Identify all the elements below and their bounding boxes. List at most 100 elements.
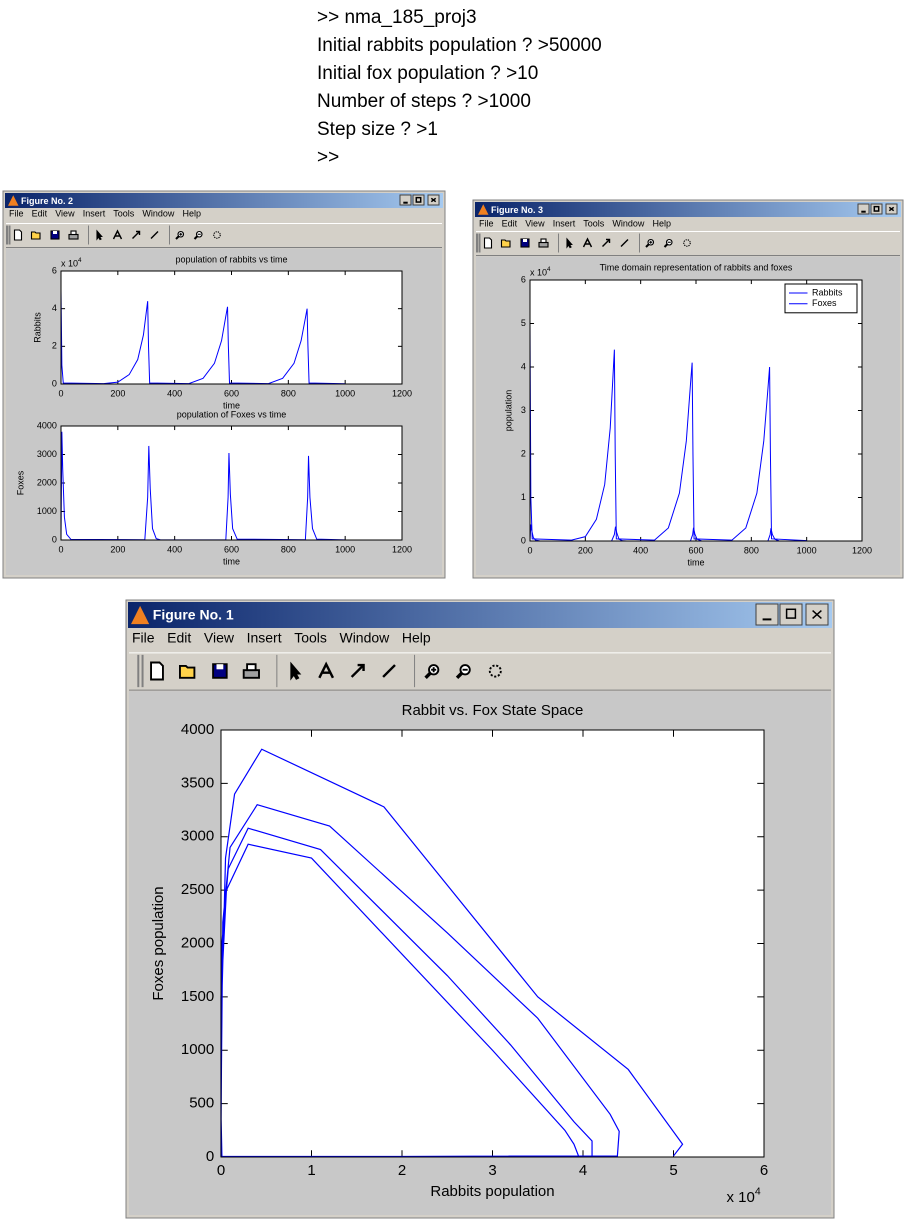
toolbar-icon[interactable] — [53, 231, 57, 234]
y-tick-label: 3000 — [37, 449, 57, 459]
toolbar-icon[interactable] — [136, 230, 141, 236]
toolbar-icon[interactable] — [500, 239, 511, 248]
y-tick-label: 1000 — [181, 1041, 214, 1058]
toolbar-icon[interactable] — [540, 238, 547, 244]
menu-item[interactable]: Insert — [247, 630, 282, 646]
legend-label: Foxes — [812, 298, 837, 308]
toolbar-icon[interactable] — [68, 233, 79, 240]
menu-item[interactable]: Tools — [113, 208, 135, 218]
y-tick-label: 2000 — [181, 934, 214, 951]
exponent-base: x 10 — [530, 268, 547, 278]
toolbar-icon[interactable] — [663, 243, 668, 248]
toolbar-icon[interactable] — [488, 664, 502, 678]
menu-item[interactable]: Edit — [502, 218, 518, 228]
toolbar-icon[interactable] — [70, 230, 77, 236]
menu-item[interactable]: Help — [653, 218, 672, 228]
toolbar-icon[interactable] — [683, 239, 691, 247]
menu-item[interactable]: File — [132, 630, 155, 646]
button-glyph — [888, 206, 895, 212]
toolbar-icon[interactable] — [131, 230, 141, 240]
toolbar-icon[interactable] — [175, 235, 180, 240]
menu-item[interactable]: Tools — [294, 630, 327, 646]
legend-box — [784, 283, 858, 314]
menu-item[interactable]: Help — [402, 630, 431, 646]
toolbar-icon[interactable] — [566, 237, 573, 249]
window-max-button[interactable] — [412, 194, 425, 206]
toolbar-icon[interactable] — [523, 239, 527, 242]
menu-item[interactable]: Insert — [553, 218, 576, 228]
chart-title: Time domain representation of rabbits an… — [600, 262, 793, 272]
x-tick-label: 400 — [167, 388, 182, 398]
x-tick-label: 800 — [744, 545, 759, 555]
menu-item[interactable]: Insert — [83, 208, 106, 218]
legend-label: Rabbits — [812, 287, 843, 297]
window-min-button[interactable] — [857, 203, 870, 215]
x-tick-label: 400 — [633, 545, 648, 555]
menu-item[interactable]: Window — [612, 218, 645, 228]
window-max-button[interactable] — [870, 203, 883, 215]
x-axis-label: time — [223, 556, 240, 566]
toolbar-icon[interactable] — [601, 238, 611, 248]
y-tick-label: 3000 — [181, 828, 214, 845]
toolbar-icon[interactable] — [30, 231, 41, 240]
toolbar-icon[interactable] — [216, 664, 224, 670]
x-tick-label: 0 — [58, 388, 63, 398]
toolbar-icon[interactable] — [112, 229, 123, 240]
toolbar-icon[interactable] — [290, 661, 302, 681]
toolbar-icon[interactable] — [424, 671, 432, 680]
y-tick-label: 6 — [52, 265, 57, 275]
x-tick-label: 3 — [488, 1162, 496, 1179]
chart: population of Foxes vs time time Foxes 0 200… — [15, 409, 412, 566]
toolbar-icon[interactable] — [620, 238, 629, 248]
figure-window: Figure No. 1 File Edit View Insert Tools Windo… — [125, 599, 835, 1219]
toolbar-icon[interactable] — [193, 235, 198, 240]
title-bar — [128, 602, 832, 628]
toolbar-icon[interactable] — [357, 663, 365, 671]
menu-item[interactable]: View — [204, 630, 235, 646]
y-tick-label: 4000 — [181, 721, 214, 738]
toolbar-icon[interactable] — [382, 664, 396, 678]
y-tick-label: 0 — [52, 378, 57, 388]
x-tick-label: 1000 — [335, 544, 355, 554]
menu-item[interactable]: File — [479, 218, 494, 228]
menu-item[interactable]: View — [525, 218, 545, 228]
y-tick-label: 1 — [521, 492, 526, 502]
toolbar-icon[interactable] — [150, 661, 164, 681]
y-axis-label: Foxes — [15, 470, 25, 495]
x-tick-label: 1000 — [335, 388, 355, 398]
axes-box — [60, 270, 403, 385]
menu-item[interactable]: File — [9, 208, 24, 218]
window-min-button[interactable] — [755, 603, 779, 626]
toolbar-icon[interactable] — [455, 671, 463, 680]
y-tick-label: 3500 — [181, 774, 214, 791]
toolbar-icon[interactable] — [318, 661, 335, 679]
toolbar-icon[interactable] — [645, 243, 650, 248]
y-tick-label: 4 — [521, 361, 526, 371]
window-title: Figure No. 2 — [21, 196, 73, 206]
window-max-button[interactable] — [779, 603, 803, 626]
toolbar-icon[interactable] — [606, 238, 611, 244]
y-tick-label: 0 — [52, 534, 57, 544]
toolbar-icon[interactable] — [96, 229, 103, 241]
toolbar-icon[interactable] — [483, 237, 493, 249]
menu-item[interactable]: Window — [339, 630, 390, 646]
button-glyph — [873, 205, 880, 212]
toolbar-icon[interactable] — [213, 231, 221, 239]
toolbar-icon[interactable] — [150, 230, 159, 240]
menu-item[interactable]: Window — [142, 208, 175, 218]
toolbar-icon[interactable] — [582, 237, 593, 248]
window-min-button[interactable] — [399, 194, 412, 206]
x-tick-label: 1200 — [392, 544, 412, 554]
chart-title: population of rabbits vs time — [175, 254, 287, 264]
menu-item[interactable]: Edit — [32, 208, 48, 218]
toolbar-icon[interactable] — [350, 664, 365, 678]
menu-item[interactable]: View — [55, 208, 75, 218]
menu-item[interactable]: Edit — [167, 630, 191, 646]
toolbar-icon[interactable] — [242, 669, 260, 679]
toolbar-icon[interactable] — [246, 663, 257, 672]
toolbar-icon[interactable] — [179, 664, 196, 679]
toolbar-icon[interactable] — [13, 229, 23, 241]
menu-item[interactable]: Tools — [583, 218, 605, 228]
toolbar-icon[interactable] — [538, 241, 549, 248]
menu-item[interactable]: Help — [183, 208, 202, 218]
